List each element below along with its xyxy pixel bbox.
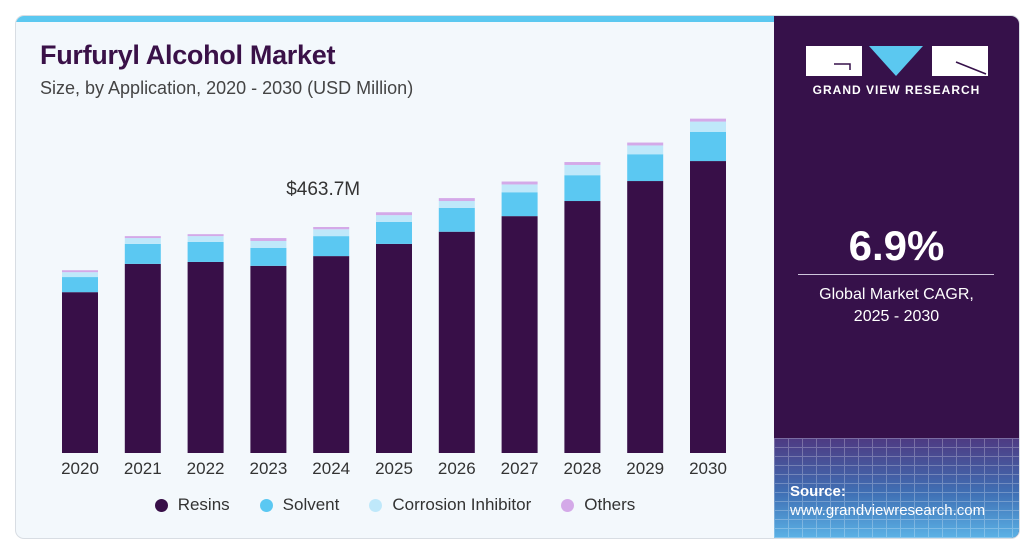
bar-segment-solvent-2022	[187, 241, 224, 262]
legend: Resins Solvent Corrosion Inhibitor Others	[16, 495, 774, 515]
legend-label: Resins	[177, 495, 230, 514]
bar-segment-resins-2025	[376, 243, 412, 453]
bar-segment-solvent-2024	[313, 236, 350, 257]
bar-segment-solvent-2026	[438, 207, 475, 232]
bar-segment-corrosion-inhibitor-2027	[501, 184, 538, 193]
bar-segment-corrosion-inhibitor-2029	[627, 145, 664, 155]
bar-segment-corrosion-inhibitor-2026	[438, 201, 475, 208]
bar-segment-resins-2028	[564, 201, 601, 453]
legend-item-others: Others	[561, 495, 635, 515]
legend-item-solvent: Solvent	[259, 495, 340, 515]
bar-segment-resins-2026	[438, 231, 475, 453]
x-tick-label: 2030	[689, 459, 727, 478]
accent-bar	[16, 16, 774, 22]
bar-segment-others-2023	[250, 238, 287, 241]
legend-item-corrosion-inhibitor: Corrosion Inhibitor	[369, 495, 531, 515]
legend-item-resins: Resins	[154, 495, 230, 515]
decorative-grid	[774, 438, 1019, 538]
bar-segment-others-2030	[690, 118, 726, 122]
bar-segment-solvent-2030	[690, 131, 726, 162]
legend-dot-icon	[259, 498, 273, 512]
bar-segment-corrosion-inhibitor-2020	[62, 272, 98, 278]
x-tick-label: 2021	[124, 459, 162, 478]
bar-chart: 2020 2021 2022 2023 2024 2025 2026 2027 2028 2029…	[61, 118, 727, 478]
x-tick-label: 2028	[563, 459, 601, 478]
legend-label: Solvent	[282, 495, 340, 514]
source-label: Source:	[790, 483, 846, 500]
grand-view-research-logo	[806, 46, 988, 76]
bar-segment-others-2025	[376, 212, 412, 216]
bar-segment-solvent-2025	[376, 221, 412, 244]
bar-segment-corrosion-inhibitor-2030	[690, 121, 726, 132]
bar-segment-solvent-2027	[501, 192, 538, 217]
x-tick-label: 2026	[438, 459, 476, 478]
divider	[798, 274, 994, 275]
bar-segment-resins-2029	[627, 181, 664, 454]
brand-name: GRAND VIEW RESEARCH	[812, 83, 981, 97]
bar-segment-resins-2022	[187, 261, 224, 453]
cagr-label: Global Market CAGR, 2025 - 2030	[774, 284, 1019, 328]
legend-dot-icon	[561, 498, 575, 512]
bar-segment-solvent-2028	[564, 175, 601, 202]
bar-segment-others-2029	[627, 142, 664, 146]
legend-dot-icon	[154, 498, 168, 512]
bar-segment-corrosion-inhibitor-2025	[376, 215, 412, 222]
bar-segment-resins-2021	[124, 263, 161, 453]
bar-segment-resins-2027	[501, 216, 538, 453]
decorative-background	[774, 438, 1019, 538]
bar-segment-corrosion-inhibitor-2023	[250, 240, 287, 248]
bar-segment-others-2022	[187, 234, 224, 237]
source-link[interactable]: www.grandviewresearch.com	[790, 502, 986, 519]
legend-label: Corrosion Inhibitor	[392, 495, 532, 514]
chart-title: Furfuryl Alcohol Market	[40, 40, 336, 70]
bar-segment-others-2028	[564, 162, 601, 165]
bar-segment-others-2024	[313, 227, 350, 230]
bar-segment-resins-2023	[250, 265, 287, 453]
bar-segment-resins-2024	[313, 256, 350, 453]
x-tick-label: 2027	[501, 459, 539, 478]
cagr-value: 6.9%	[848, 222, 945, 269]
cagr-label-line2: 2025 - 2030	[853, 308, 940, 325]
bar-segment-corrosion-inhibitor-2022	[187, 236, 224, 242]
infographic-card: Furfuryl Alcohol Market Size, by Applica…	[16, 16, 1019, 538]
legend-label: Others	[584, 495, 636, 514]
bar-segment-resins-2030	[690, 161, 726, 453]
bar-segment-solvent-2029	[627, 154, 664, 182]
x-tick-label: 2020	[61, 459, 99, 478]
sidebar-panel: GRAND VIEW RESEARCH 6.9% Global Market C…	[774, 16, 1019, 538]
source-note: Source: www.grandviewresearch.com	[790, 482, 985, 520]
x-tick-label: 2029	[626, 459, 664, 478]
bar-segment-corrosion-inhibitor-2024	[313, 229, 350, 237]
bar-segment-solvent-2021	[124, 243, 161, 264]
legend-dot-icon	[369, 498, 383, 512]
x-tick-label: 2022	[187, 459, 225, 478]
bar-segment-resins-2020	[62, 292, 98, 453]
x-tick-label: 2025	[375, 459, 413, 478]
bar-segment-corrosion-inhibitor-2021	[124, 238, 161, 244]
x-tick-label: 2024	[312, 459, 350, 478]
cagr-label-line1: Global Market CAGR,	[819, 286, 974, 303]
x-tick-label: 2023	[249, 459, 287, 478]
bar-segment-others-2027	[501, 181, 538, 185]
bar-segment-others-2026	[438, 198, 475, 202]
bar-segment-corrosion-inhibitor-2028	[564, 164, 601, 176]
chart-subtitle: Size, by Application, 2020 - 2030 (USD M…	[40, 78, 414, 98]
bar-segment-solvent-2020	[62, 277, 98, 293]
value-annotation: $463.7M	[286, 179, 361, 200]
bar-segment-others-2020	[62, 270, 98, 273]
bar-segment-solvent-2023	[250, 247, 287, 266]
bar-segment-others-2021	[124, 236, 161, 239]
